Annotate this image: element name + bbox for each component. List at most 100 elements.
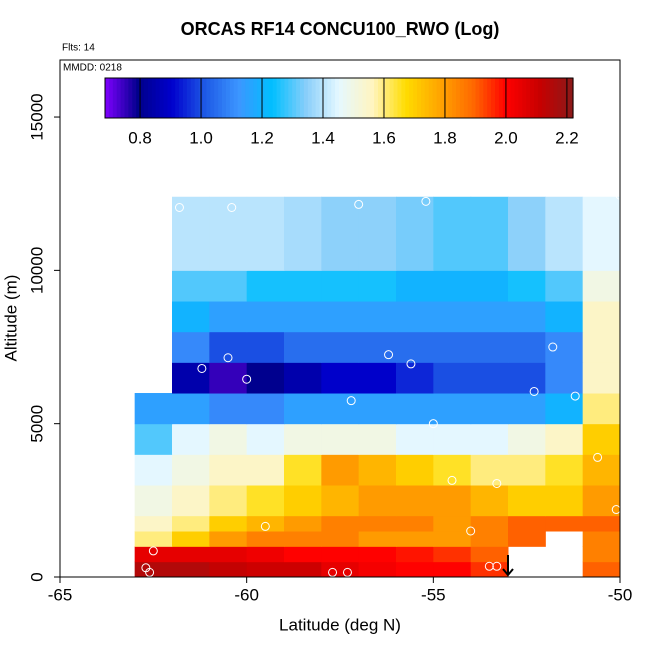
heatmap-cell (246, 485, 285, 517)
colorbar-stripe (553, 78, 558, 118)
sample-point (227, 202, 237, 212)
heatmap-cell (321, 485, 360, 517)
heatmap-cell (284, 423, 322, 455)
heatmap-cell (396, 331, 434, 363)
colorbar-stripe (346, 78, 352, 118)
colorbar-stripe (378, 78, 383, 118)
heatmap-cell (470, 515, 509, 532)
heatmap-cell (396, 362, 434, 394)
colorbar-stripe (471, 78, 477, 118)
heatmap-cell (545, 454, 584, 486)
colorbar-stripe (569, 78, 574, 118)
colorbar-stripe (537, 78, 543, 118)
sample-point (346, 396, 356, 406)
sample-point (384, 350, 394, 360)
heatmap-cell (358, 301, 397, 333)
colorbar-stripe (354, 78, 360, 118)
sample-point (466, 526, 476, 536)
heatmap-cell (433, 270, 472, 302)
heatmap-cell (396, 485, 434, 517)
heatmap-cell (545, 485, 584, 517)
heatmap-cell (582, 546, 621, 563)
colorbar-stripe (140, 78, 145, 118)
heatmap-cell (396, 561, 434, 578)
heatmap-cell (582, 393, 621, 425)
heatmap-cell (358, 393, 397, 425)
heatmap-cell (545, 515, 584, 532)
sample-point (548, 342, 558, 352)
heatmap-cell (396, 531, 434, 547)
heatmap-cell (321, 331, 360, 363)
heatmap-cell (358, 531, 397, 547)
heatmap-cell (433, 561, 472, 578)
colorbar-stripe (557, 78, 562, 118)
heatmap-cell (134, 531, 173, 547)
heatmap-cell (172, 546, 210, 563)
heatmap-cell (321, 546, 360, 563)
colorbar-stripe (261, 78, 266, 118)
sample-point (529, 386, 539, 396)
colorbar-stripe (112, 78, 118, 118)
heatmap-cell (246, 546, 285, 563)
heatmap-cell (284, 301, 322, 333)
colorbar-stripe (502, 78, 508, 118)
heatmap-cell (470, 485, 509, 517)
heatmap-cell (433, 515, 472, 532)
heatmap-cell (284, 546, 322, 563)
colorbar-stripe (225, 78, 231, 118)
colorbar-stripe (132, 78, 137, 118)
heatmap-cell (134, 423, 173, 455)
colorbar-stripe (358, 78, 363, 118)
sample-point (406, 359, 416, 369)
heatmap-cell (433, 485, 472, 517)
sample-point (492, 561, 502, 571)
heatmap-cell (470, 301, 509, 333)
colorbar-stripe (362, 78, 367, 118)
heatmap-cell (582, 561, 621, 578)
colorbar-stripe (108, 78, 114, 118)
colorbar-stripe (179, 78, 184, 118)
heatmap-cell (209, 546, 248, 563)
heatmap-cell (508, 301, 546, 333)
colorbar-stripe (506, 78, 512, 118)
colorbar-stripe (522, 78, 527, 118)
heatmap-cell (545, 301, 584, 333)
heatmap-cell (172, 454, 210, 486)
colorbar-stripe (393, 78, 399, 118)
heatmap-cell (508, 331, 546, 363)
sample-point (447, 475, 457, 485)
heatmap-cell (582, 301, 621, 333)
heatmap-cell (358, 270, 397, 302)
y-tick-label: 5000 (27, 405, 46, 443)
colorbar-stripe (467, 78, 473, 118)
colorbar-stripe (440, 78, 445, 118)
colorbar-stripe (401, 78, 406, 118)
colorbar-stripe (491, 78, 496, 118)
colorbar-stripe (370, 78, 375, 118)
heatmap-cell (246, 331, 285, 363)
heatmap-cell (172, 423, 210, 455)
plot-frame (59, 59, 621, 578)
sample-point (484, 561, 494, 571)
heatmap-cell (209, 531, 248, 547)
sample-point (223, 353, 233, 363)
colorbar-stripe (124, 78, 129, 118)
colorbar-stripe (315, 78, 321, 118)
colorbar-stripe (534, 78, 539, 118)
sample-point (428, 419, 438, 429)
colorbar-stripe (436, 78, 441, 118)
colorbar-stripe (331, 78, 336, 118)
heatmap-cell (545, 393, 584, 425)
heatmap-cell (433, 196, 472, 271)
heatmap-cell (134, 561, 173, 578)
heatmap-cell (246, 515, 285, 532)
colorbar-stripe (272, 78, 278, 118)
colorbar-frame (104, 77, 574, 119)
colorbar-stripe (264, 78, 270, 118)
heatmap-cell (582, 270, 621, 302)
annotation: MMDD: 0218 (63, 63, 122, 74)
x-tick-label: -60 (234, 585, 259, 604)
colorbar-stripe (518, 78, 523, 118)
colorbar-stripe (147, 78, 153, 118)
heatmap-cell (321, 301, 360, 333)
